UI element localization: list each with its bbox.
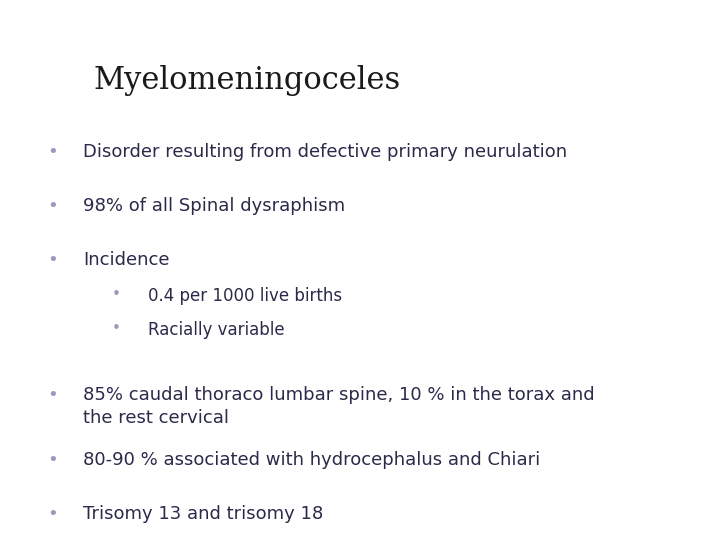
Text: •: • bbox=[47, 197, 58, 215]
Text: Trisomy 13 and trisomy 18: Trisomy 13 and trisomy 18 bbox=[83, 505, 323, 523]
Text: 80-90 % associated with hydrocephalus and Chiari: 80-90 % associated with hydrocephalus an… bbox=[83, 451, 540, 469]
Text: •: • bbox=[47, 251, 58, 269]
Text: Disorder resulting from defective primary neurulation: Disorder resulting from defective primar… bbox=[83, 143, 567, 161]
Text: •: • bbox=[112, 321, 120, 336]
Text: •: • bbox=[112, 287, 120, 302]
Text: Myelomeningoceles: Myelomeningoceles bbox=[94, 65, 401, 96]
Text: •: • bbox=[47, 143, 58, 161]
Text: •: • bbox=[47, 505, 58, 523]
Text: Racially variable: Racially variable bbox=[148, 321, 284, 339]
Text: •: • bbox=[47, 386, 58, 404]
Text: Incidence: Incidence bbox=[83, 251, 169, 269]
Text: 85% caudal thoraco lumbar spine, 10 % in the torax and
the rest cervical: 85% caudal thoraco lumbar spine, 10 % in… bbox=[83, 386, 595, 427]
Text: 0.4 per 1000 live births: 0.4 per 1000 live births bbox=[148, 287, 342, 305]
Text: 98% of all Spinal dysraphism: 98% of all Spinal dysraphism bbox=[83, 197, 345, 215]
Text: •: • bbox=[47, 451, 58, 469]
